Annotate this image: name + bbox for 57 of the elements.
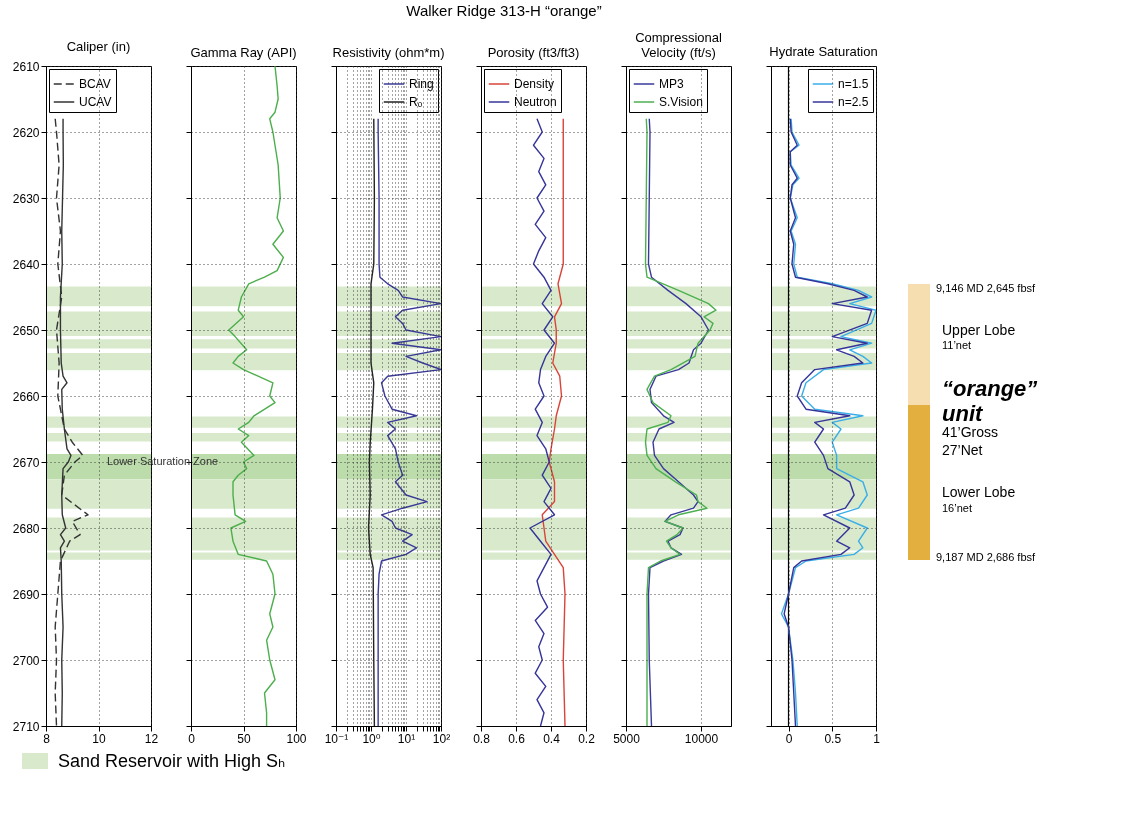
text: Upper Lobe — [942, 322, 1016, 338]
legend-label: n=1.5 — [838, 77, 869, 91]
legend-label: Neutron — [514, 95, 557, 109]
x-tick-label: 10⁰ — [362, 731, 381, 746]
y-tick-label: 2620 — [12, 125, 40, 140]
x-tick-label: 10⁻¹ — [324, 731, 349, 746]
y-tick-label: 2690 — [12, 587, 40, 602]
x-tick-label: 10¹ — [397, 731, 416, 746]
y-tick-label: 2610 — [12, 59, 40, 74]
x-tick-label: 0.4 — [543, 731, 561, 746]
x-tick-label: 12 — [144, 731, 159, 746]
text: Sand Reservoir with High Sₕ — [58, 750, 286, 772]
y-tick-label: 2680 — [12, 521, 40, 536]
x-tick-label: 0 — [188, 731, 196, 746]
y-tick-label: 2660 — [12, 389, 40, 404]
legend-label: n=2.5 — [838, 95, 869, 109]
chart-title: Resistivity (ohm*m) — [332, 44, 445, 60]
x-tick-label: 10 — [92, 731, 106, 746]
x-tick-label: 0.2 — [578, 731, 596, 746]
legend-label: S.Vision — [659, 95, 703, 109]
y-tick-label: 2700 — [12, 653, 40, 668]
y-tick-label: 2640 — [12, 257, 40, 272]
legend-label: Ring — [409, 77, 434, 91]
text: 16’net — [942, 501, 972, 515]
text: Walker Ridge 313-H “orange” — [405, 2, 603, 20]
text: Lower Lobe — [942, 484, 1016, 501]
legend-label: MP3 — [659, 77, 684, 91]
chart-title: Gamma Ray (API) — [190, 44, 297, 60]
text: 27’Net — [942, 442, 983, 459]
y-tick-label: 2650 — [12, 323, 40, 338]
x-tick-label: 50 — [237, 731, 251, 746]
y-tick-label: 2710 — [12, 719, 40, 734]
text: “orange” unit — [942, 376, 1039, 427]
legend-label: Density — [514, 77, 555, 91]
y-tick-label: 2630 — [12, 191, 40, 206]
legend-label: Rₒ — [409, 95, 423, 109]
text: 41’Gross — [942, 424, 999, 441]
x-tick-label: 0 — [785, 731, 793, 746]
chart-title: Porosity (ft3/ft3) — [487, 44, 580, 60]
x-tick-label: 0.8 — [473, 731, 491, 746]
legend-label: UCAV — [79, 95, 112, 109]
chart-title: Hydrate Saturation — [769, 44, 878, 60]
x-tick-label: 10² — [432, 731, 451, 746]
x-tick-label: 1 — [873, 731, 881, 746]
x-tick-label: 0.5 — [824, 731, 842, 746]
legend-label: BCAV — [79, 77, 111, 91]
text: 9,187 MD 2,686 fbsf — [936, 551, 1036, 565]
x-tick-label: 0.6 — [508, 731, 526, 746]
x-tick-label: 5000 — [613, 731, 641, 746]
x-tick-label: 10000 — [684, 731, 719, 746]
text: 9,146 MD 2,645 fbsf — [936, 281, 1036, 295]
chart-title: Caliper (in) — [66, 39, 131, 54]
y-tick-label: 2670 — [12, 455, 40, 470]
x-tick-label: 100 — [286, 731, 307, 746]
chart-title: Compressional Velocity (ft/s) — [635, 29, 722, 60]
x-tick-label: 8 — [43, 731, 51, 746]
text: 11’net — [942, 339, 972, 353]
